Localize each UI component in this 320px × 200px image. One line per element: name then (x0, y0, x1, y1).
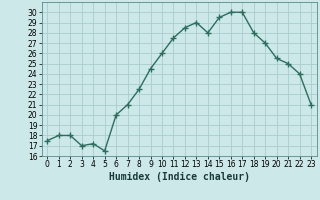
X-axis label: Humidex (Indice chaleur): Humidex (Indice chaleur) (109, 172, 250, 182)
